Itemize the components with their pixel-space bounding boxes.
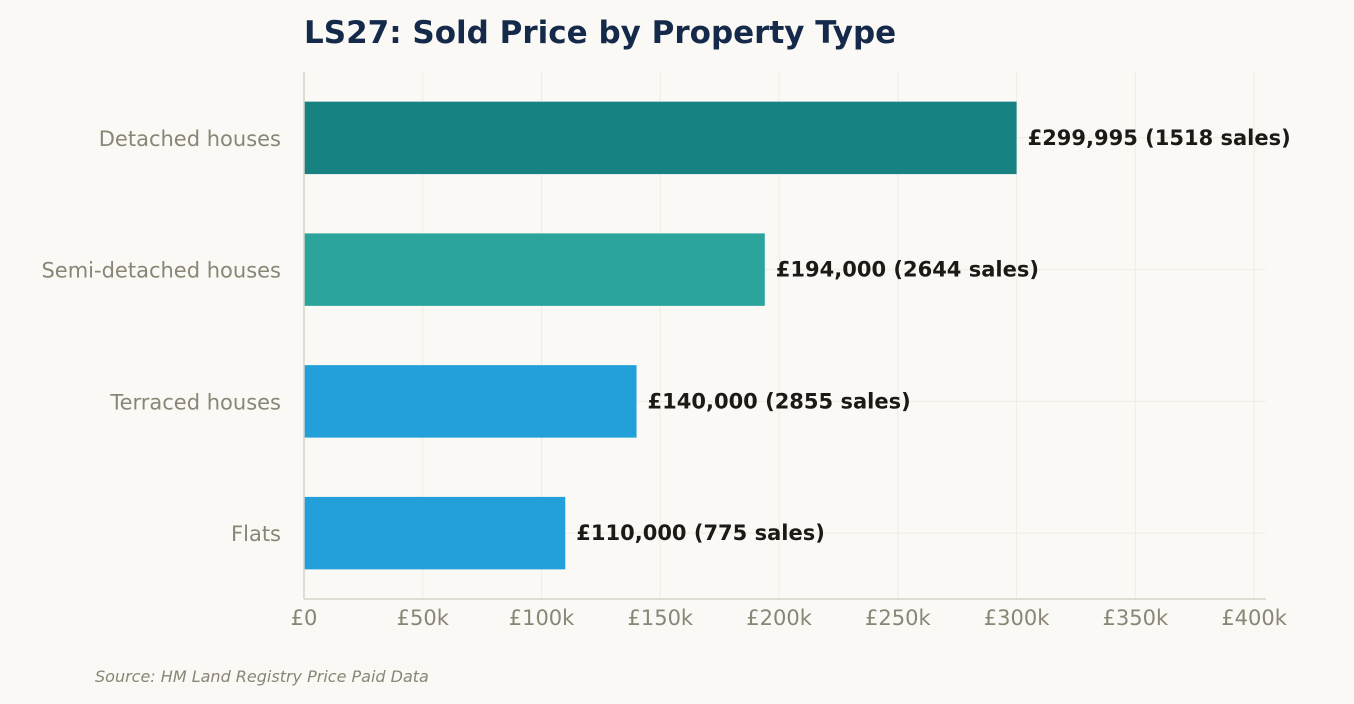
bars bbox=[304, 101, 1017, 570]
source-note: Source: HM Land Registry Price Paid Data bbox=[95, 667, 429, 686]
x-tick-label-3: £150k bbox=[627, 606, 693, 630]
category-label-1: Semi-detached houses bbox=[41, 259, 281, 283]
chart-title: LS27: Sold Price by Property Type bbox=[304, 15, 896, 51]
labels: Detached houses £299,995 (1518 sales) Semi… bbox=[41, 126, 1290, 630]
axes bbox=[303, 72, 1266, 600]
x-tick-label-6: £300k bbox=[984, 606, 1050, 630]
data-label-1: £194,000 (2644 sales) bbox=[776, 258, 1039, 282]
bar-3 bbox=[304, 496, 566, 570]
data-label-0: £299,995 (1518 sales) bbox=[1028, 126, 1291, 150]
x-tick-label-5: £250k bbox=[865, 606, 931, 630]
category-label-2: Terraced houses bbox=[109, 390, 281, 414]
bar-2 bbox=[304, 365, 637, 438]
x-tick-label-7: £350k bbox=[1103, 606, 1169, 630]
bar-0 bbox=[304, 101, 1017, 175]
x-tick-label-8: £400k bbox=[1221, 606, 1287, 630]
category-label-3: Flats bbox=[231, 522, 281, 546]
bar-1 bbox=[304, 233, 765, 306]
data-label-2: £140,000 (2855 sales) bbox=[648, 389, 911, 413]
x-tick-label-2: £100k bbox=[509, 606, 575, 630]
category-label-0: Detached houses bbox=[99, 127, 281, 151]
x-tick-label-0: £0 bbox=[291, 606, 318, 630]
data-label-3: £110,000 (775 sales) bbox=[576, 521, 825, 545]
x-tick-label-1: £50k bbox=[397, 606, 450, 630]
x-tick-label-4: £200k bbox=[746, 606, 812, 630]
